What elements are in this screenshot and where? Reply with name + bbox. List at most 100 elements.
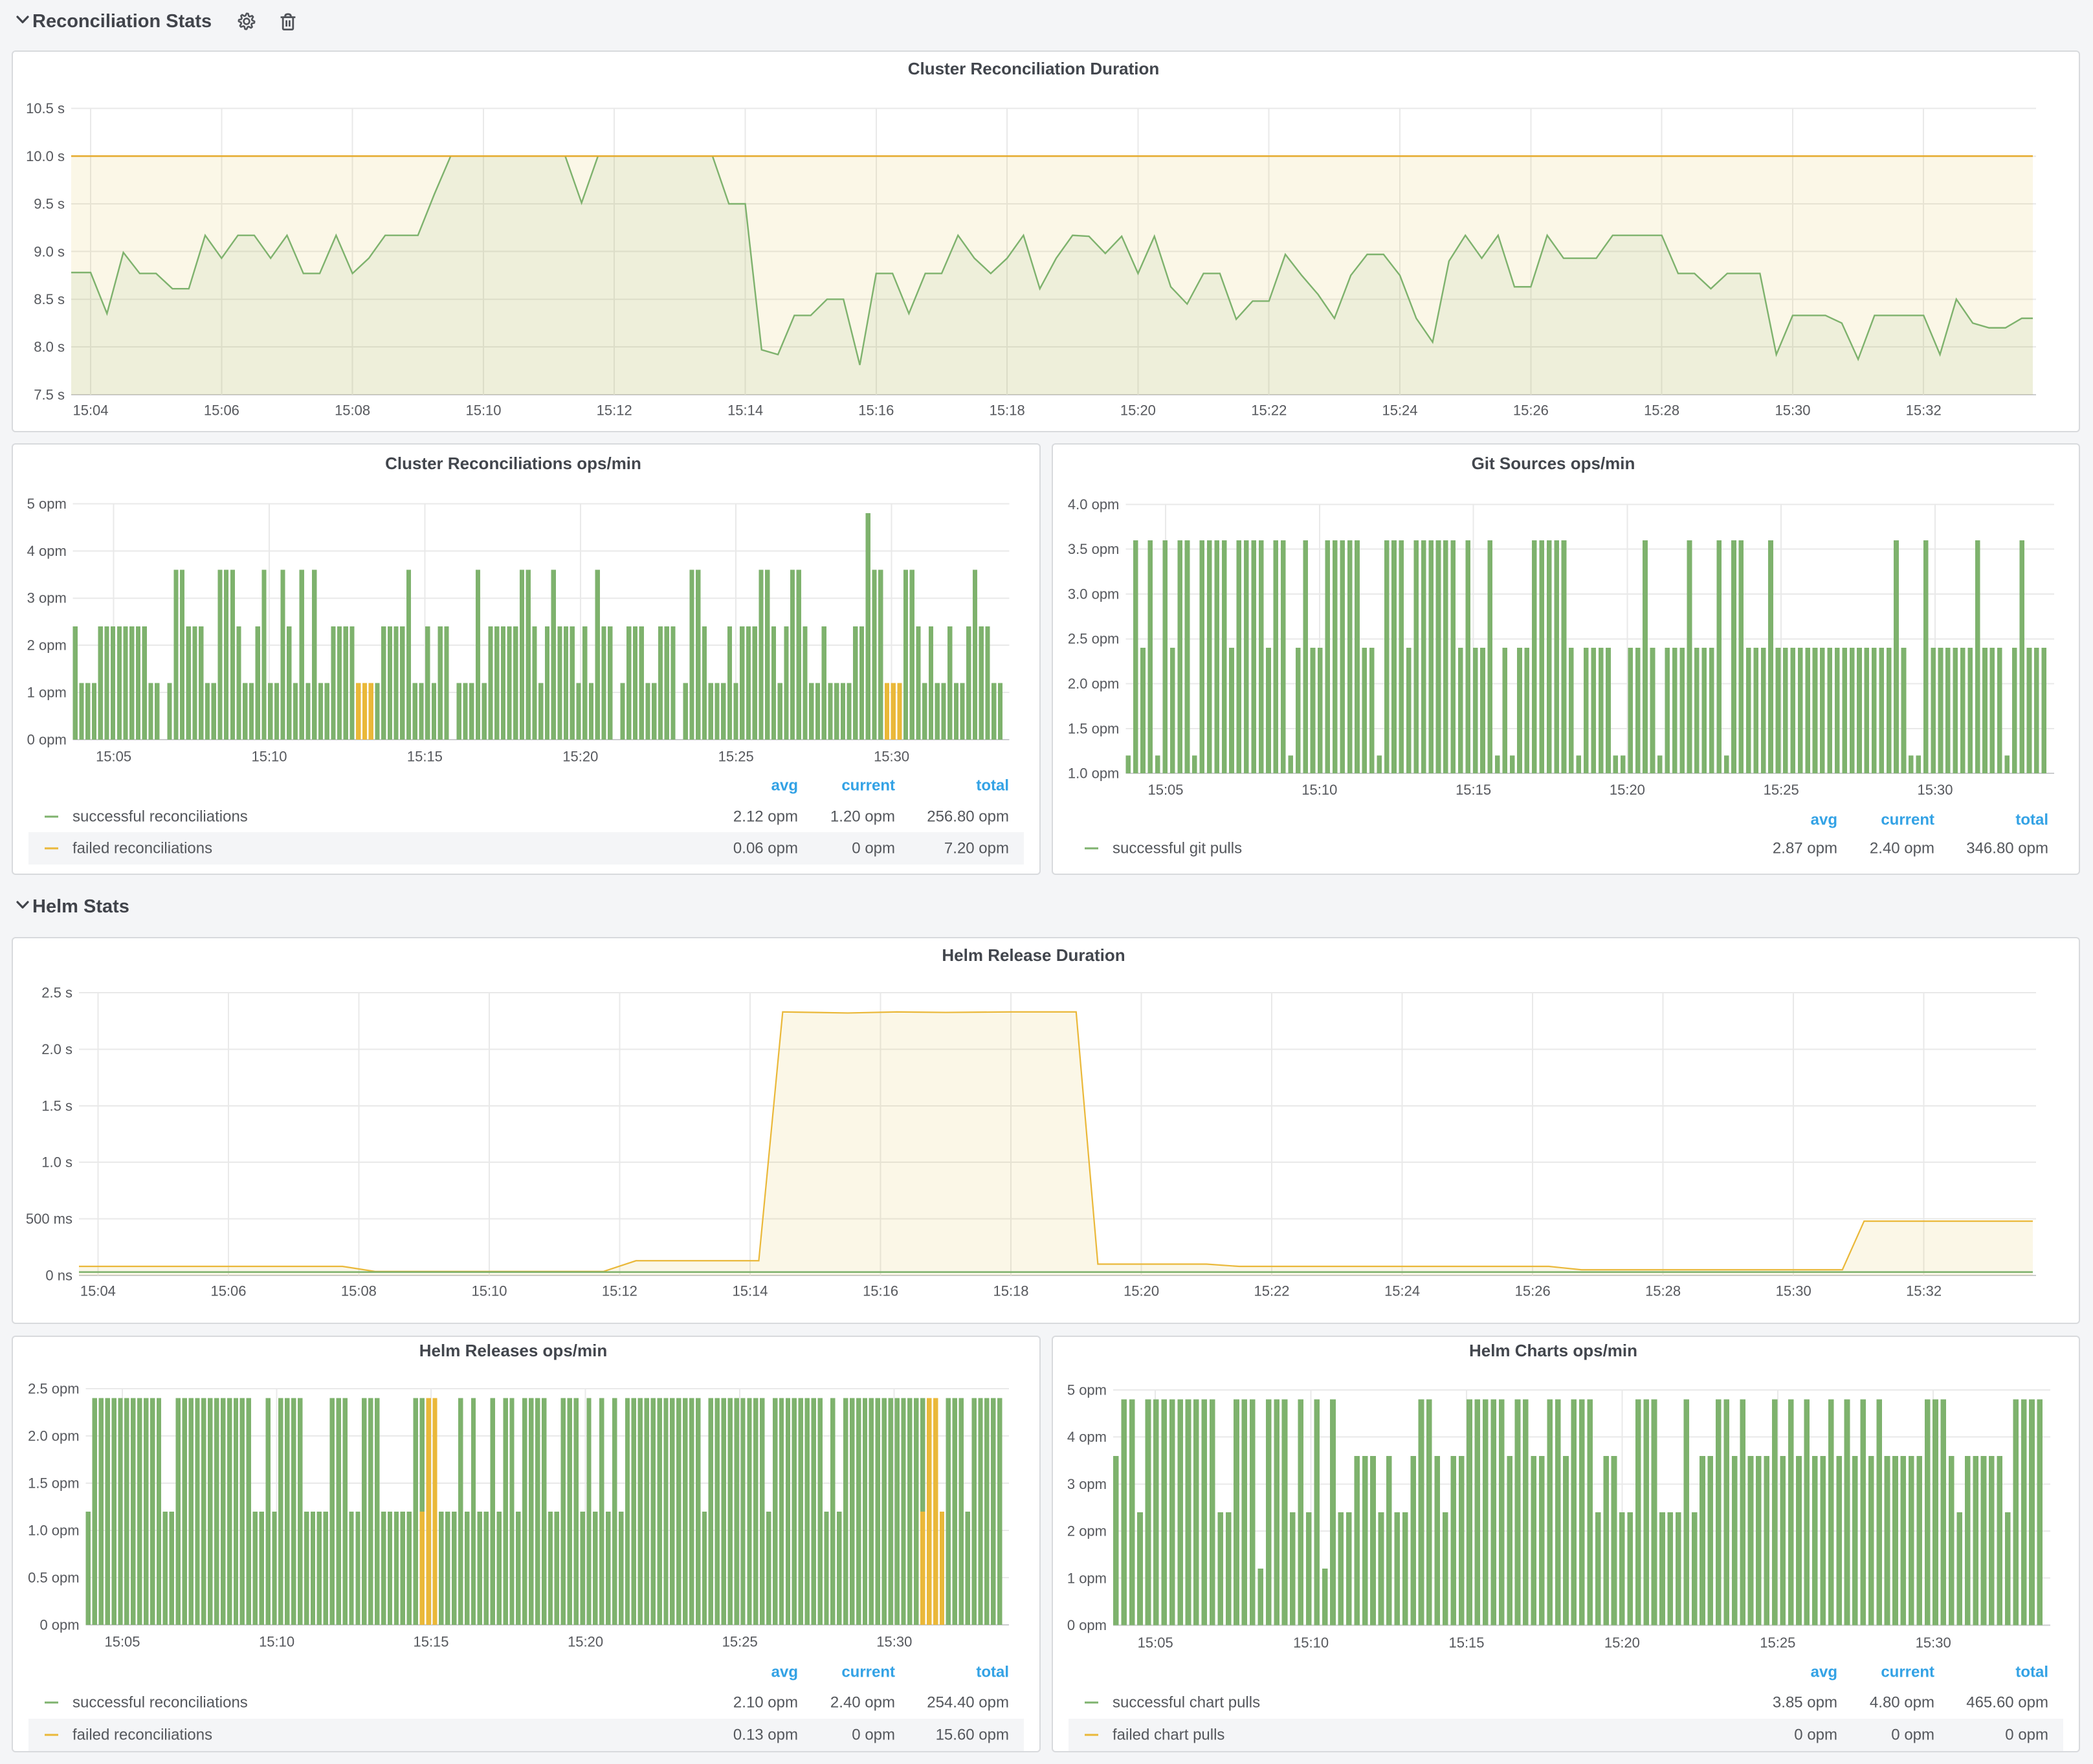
svg-text:total: total <box>2015 811 2048 829</box>
svg-text:current: current <box>841 777 895 795</box>
svg-text:15:08: 15:08 <box>335 402 370 419</box>
svg-text:15:08: 15:08 <box>341 1283 377 1299</box>
svg-text:15:10: 15:10 <box>1301 782 1337 798</box>
svg-text:0.06 opm: 0.06 opm <box>733 840 798 857</box>
svg-text:15:15: 15:15 <box>1448 1635 1484 1651</box>
svg-text:10.5 s: 10.5 s <box>26 100 65 116</box>
svg-text:successful git pulls: successful git pulls <box>1113 840 1242 857</box>
svg-text:1.5 opm: 1.5 opm <box>1068 721 1120 737</box>
svg-text:15:30: 15:30 <box>1917 782 1953 798</box>
svg-text:3.0 opm: 3.0 opm <box>1068 586 1120 602</box>
svg-text:Reconciliation Stats: Reconciliation Stats <box>32 11 212 32</box>
svg-text:15:20: 15:20 <box>1604 1635 1640 1651</box>
svg-text:15:18: 15:18 <box>990 402 1025 419</box>
svg-text:current: current <box>1881 811 1934 829</box>
svg-text:15:06: 15:06 <box>210 1283 246 1299</box>
svg-text:2 opm: 2 opm <box>27 637 67 654</box>
svg-text:avg: avg <box>1811 1664 1837 1681</box>
svg-text:15:25: 15:25 <box>722 1634 758 1650</box>
svg-text:9.5 s: 9.5 s <box>34 196 65 212</box>
svg-text:failed reconciliations: failed reconciliations <box>72 840 212 857</box>
svg-text:2.5 opm: 2.5 opm <box>1068 631 1120 647</box>
svg-text:3 opm: 3 opm <box>27 590 67 606</box>
svg-text:3 opm: 3 opm <box>1067 1476 1107 1492</box>
svg-text:1.20 opm: 1.20 opm <box>830 808 895 826</box>
svg-text:15:20: 15:20 <box>568 1634 603 1650</box>
svg-text:256.80 opm: 256.80 opm <box>927 808 1009 826</box>
svg-text:465.60 opm: 465.60 opm <box>1966 1694 2048 1712</box>
svg-text:15:10: 15:10 <box>465 402 501 419</box>
svg-text:15:10: 15:10 <box>1293 1635 1329 1651</box>
svg-text:15:10: 15:10 <box>251 749 287 765</box>
svg-text:15:28: 15:28 <box>1645 1283 1681 1299</box>
svg-text:4.0 opm: 4.0 opm <box>1068 496 1120 513</box>
svg-text:1.0 opm: 1.0 opm <box>1068 766 1120 782</box>
svg-text:15:20: 15:20 <box>1124 1283 1159 1299</box>
svg-text:0 ns: 0 ns <box>45 1268 72 1284</box>
svg-text:15:16: 15:16 <box>858 402 894 419</box>
svg-text:15:25: 15:25 <box>718 749 754 765</box>
svg-text:avg: avg <box>771 1664 798 1681</box>
svg-text:500 ms: 500 ms <box>26 1211 72 1227</box>
svg-text:8.0 s: 8.0 s <box>34 339 65 355</box>
svg-text:avg: avg <box>1811 811 1837 829</box>
svg-text:15:30: 15:30 <box>876 1634 912 1650</box>
svg-text:0 opm: 0 opm <box>2005 1726 2048 1744</box>
svg-text:15:05: 15:05 <box>1147 782 1183 798</box>
svg-text:9.0 s: 9.0 s <box>34 243 65 259</box>
svg-text:successful reconciliations: successful reconciliations <box>72 1694 248 1712</box>
svg-text:15:30: 15:30 <box>1916 1635 1951 1651</box>
svg-text:2.5 opm: 2.5 opm <box>28 1381 80 1397</box>
svg-text:15:32: 15:32 <box>1906 1283 1942 1299</box>
svg-text:5 opm: 5 opm <box>1067 1382 1107 1398</box>
svg-text:15:30: 15:30 <box>1776 1283 1811 1299</box>
svg-text:Cluster Reconciliations ops/mi: Cluster Reconciliations ops/min <box>385 454 641 473</box>
svg-text:15:10: 15:10 <box>471 1283 507 1299</box>
svg-text:Git Sources ops/min: Git Sources ops/min <box>1472 454 1635 473</box>
svg-text:15:14: 15:14 <box>732 1283 768 1299</box>
svg-text:current: current <box>841 1664 895 1681</box>
svg-text:0 opm: 0 opm <box>852 1726 895 1744</box>
svg-text:15:06: 15:06 <box>204 402 239 419</box>
svg-text:15:05: 15:05 <box>1138 1635 1173 1651</box>
svg-text:15.60 opm: 15.60 opm <box>936 1726 1009 1744</box>
svg-text:2.0 opm: 2.0 opm <box>28 1428 80 1444</box>
svg-text:2.5 s: 2.5 s <box>41 985 72 1001</box>
svg-text:15:20: 15:20 <box>1120 402 1156 419</box>
svg-text:total: total <box>2015 1664 2048 1681</box>
svg-text:254.40 opm: 254.40 opm <box>927 1694 1009 1712</box>
svg-text:15:25: 15:25 <box>1764 782 1799 798</box>
svg-text:15:24: 15:24 <box>1382 402 1417 419</box>
svg-text:failed chart pulls: failed chart pulls <box>1113 1726 1224 1744</box>
svg-text:3.5 opm: 3.5 opm <box>1068 541 1120 557</box>
svg-text:15:24: 15:24 <box>1384 1283 1420 1299</box>
svg-text:15:04: 15:04 <box>72 402 108 419</box>
svg-text:successful chart pulls: successful chart pulls <box>1113 1694 1260 1712</box>
svg-text:15:12: 15:12 <box>602 1283 637 1299</box>
svg-text:15:10: 15:10 <box>259 1634 294 1650</box>
svg-text:10.0 s: 10.0 s <box>26 148 65 164</box>
svg-text:15:16: 15:16 <box>863 1283 898 1299</box>
svg-text:0 opm: 0 opm <box>1794 1726 1837 1744</box>
svg-text:0 opm: 0 opm <box>1067 1617 1107 1633</box>
svg-text:3.85 opm: 3.85 opm <box>1773 1694 1837 1712</box>
svg-text:15:20: 15:20 <box>562 749 598 765</box>
svg-text:total: total <box>976 777 1009 795</box>
svg-text:Cluster Reconciliation Duratio: Cluster Reconciliation Duration <box>908 59 1160 78</box>
svg-text:Helm Releases ops/min: Helm Releases ops/min <box>419 1341 607 1360</box>
svg-text:avg: avg <box>771 777 798 795</box>
svg-text:Helm Charts ops/min: Helm Charts ops/min <box>1469 1341 1637 1360</box>
svg-text:15:05: 15:05 <box>96 749 131 765</box>
svg-text:total: total <box>976 1664 1009 1681</box>
svg-text:current: current <box>1881 1664 1934 1681</box>
svg-text:5 opm: 5 opm <box>27 496 67 512</box>
svg-text:failed reconciliations: failed reconciliations <box>72 1726 212 1744</box>
svg-text:Helm Stats: Helm Stats <box>32 896 129 917</box>
svg-text:1.5 opm: 1.5 opm <box>28 1475 80 1492</box>
svg-text:Helm Release Duration: Helm Release Duration <box>942 945 1125 965</box>
svg-text:15:15: 15:15 <box>413 1634 448 1650</box>
svg-text:2.40 opm: 2.40 opm <box>1870 840 1934 857</box>
svg-text:2.87 opm: 2.87 opm <box>1773 840 1837 857</box>
svg-text:2.40 opm: 2.40 opm <box>830 1694 895 1712</box>
svg-text:1.0 opm: 1.0 opm <box>28 1523 80 1539</box>
